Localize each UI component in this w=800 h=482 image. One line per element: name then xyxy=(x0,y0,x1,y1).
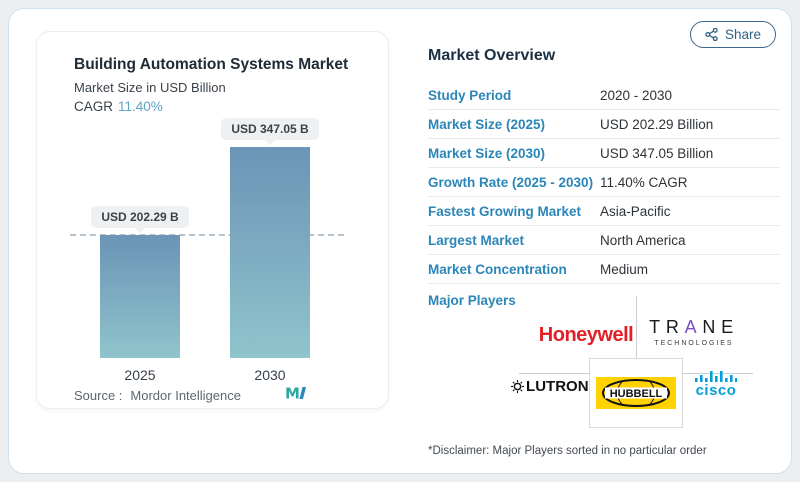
overview-row-growth-rate: Growth Rate (2025 - 2030) 11.40% CAGR xyxy=(428,168,780,197)
bar-value-pill-2025: USD 202.29 B xyxy=(91,206,189,228)
honeywell-logo: Honeywell xyxy=(538,324,634,346)
trane-wordmark: TRANE xyxy=(649,317,739,337)
market-overview-panel: Market Overview Study Period 2020 - 2030… xyxy=(428,47,780,457)
mordor-intelligence-logo: M xyxy=(285,385,307,406)
row-value: Medium xyxy=(600,261,649,277)
x-axis-label-2025: 2025 xyxy=(124,367,156,383)
market-size-chart-card: Building Automation Systems Market Marke… xyxy=(36,31,389,409)
bar-value-pill-2030: USD 347.05 B xyxy=(221,118,319,140)
bar-2030 xyxy=(230,147,310,358)
overview-row-largest-market: Largest Market North America xyxy=(428,226,780,255)
row-label: Growth Rate (2025 - 2030) xyxy=(428,174,594,190)
dashed-threshold-line xyxy=(70,234,344,236)
major-players-label: Major Players xyxy=(428,293,516,308)
overview-row-market-concentration: Market Concentration Medium xyxy=(428,255,780,284)
pill-caret xyxy=(135,228,145,233)
source-value: Mordor Intelligence xyxy=(130,388,241,403)
row-value: 11.40% CAGR xyxy=(600,174,688,190)
lutron-sunburst-icon xyxy=(511,380,525,393)
hubbell-logo: HUBBELL xyxy=(589,358,683,428)
row-label: Market Concentration xyxy=(428,261,567,277)
overview-row-market-size-2025: Market Size (2025) USD 202.29 Billion xyxy=(428,110,780,139)
chart-title: Building Automation Systems Market xyxy=(74,56,349,73)
trane-technologies-logo: TRANE TECHNOLOGIES xyxy=(634,317,754,347)
overview-row-fastest-growing-market: Fastest Growing Market Asia-Pacific xyxy=(428,197,780,226)
share-nodes-icon xyxy=(705,28,718,41)
trane-a-triangle: A xyxy=(684,317,703,337)
cisco-wordmark: cisco xyxy=(695,382,737,399)
logo-grid-vertical-divider xyxy=(636,296,637,373)
row-value: USD 202.29 Billion xyxy=(600,116,714,132)
overview-row-market-size-2030: Market Size (2030) USD 347.05 Billion xyxy=(428,139,780,168)
chart-source: Source : Mordor Intelligence xyxy=(74,388,241,403)
row-label: Fastest Growing Market xyxy=(428,203,582,219)
overview-title: Market Overview xyxy=(428,47,556,64)
market-snapshot-widget: Share Building Automation Systems Market… xyxy=(8,8,792,474)
row-value: 2020 - 2030 xyxy=(600,87,673,103)
row-label: Market Size (2025) xyxy=(428,116,546,132)
chart-cagr: CAGR 11.40% xyxy=(74,99,163,114)
cisco-logo: cisco xyxy=(678,371,754,399)
row-value: Asia-Pacific xyxy=(600,203,671,219)
chart-subtitle: Market Size in USD Billion xyxy=(74,80,226,95)
svg-text:M: M xyxy=(285,385,300,401)
major-players-section: Major Players Honeywell TRANE TECHNOLOGI… xyxy=(428,284,780,436)
bar-group-2030: USD 347.05 B 2030 xyxy=(221,118,319,386)
cagr-label: CAGR xyxy=(74,99,114,114)
lutron-wordmark: LUTRON xyxy=(526,378,589,395)
bar-2025 xyxy=(100,235,180,358)
row-label: Largest Market xyxy=(428,232,525,248)
row-value: USD 347.05 Billion xyxy=(600,145,714,161)
share-button-label: Share xyxy=(724,27,761,42)
cagr-value: 11.40% xyxy=(118,99,163,114)
row-label: Study Period xyxy=(428,87,512,103)
row-label: Market Size (2030) xyxy=(428,145,546,161)
row-value: North America xyxy=(600,232,686,248)
x-axis-label-2030: 2030 xyxy=(254,367,286,383)
pill-caret xyxy=(265,140,275,145)
hubbell-wordmark: HUBBELL xyxy=(610,388,663,400)
trane-technologies-sub: TECHNOLOGIES xyxy=(654,340,734,347)
major-players-disclaimer: *Disclaimer: Major Players sorted in no … xyxy=(428,445,707,457)
share-button[interactable]: Share xyxy=(689,21,776,48)
overview-table: Study Period 2020 - 2030 Market Size (20… xyxy=(428,81,780,284)
bar-group-2025: USD 202.29 B 2025 xyxy=(91,206,189,386)
cisco-bridge-icon xyxy=(695,371,737,382)
source-label: Source : xyxy=(74,388,123,403)
overview-row-study-period: Study Period 2020 - 2030 xyxy=(428,81,780,110)
